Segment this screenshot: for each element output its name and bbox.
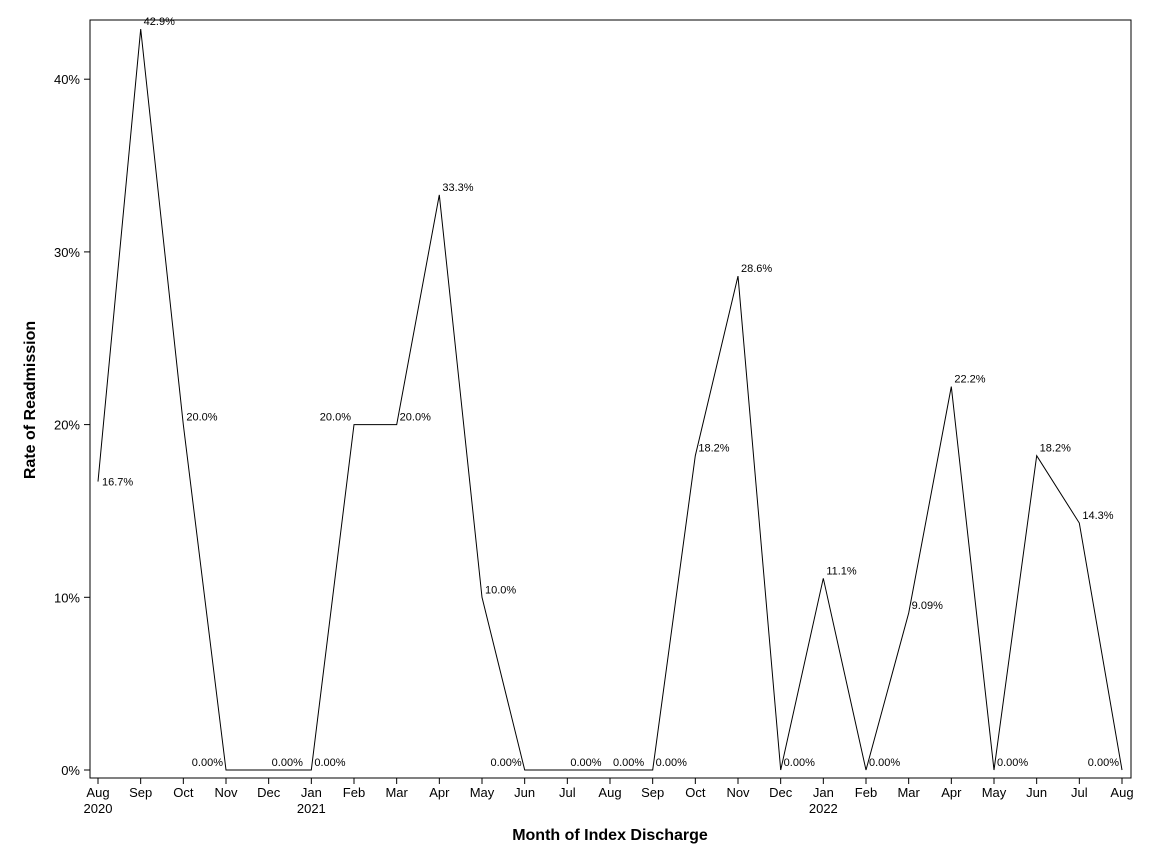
data-label: 42.9%: [144, 16, 175, 28]
data-label: 22.2%: [954, 374, 985, 386]
data-label: 20.0%: [400, 412, 431, 424]
data-label: 33.3%: [442, 182, 473, 194]
data-label: 0.00%: [656, 757, 687, 769]
x-axis-title: Month of Index Discharge: [512, 827, 708, 844]
x-tick-label: Jun: [1026, 785, 1047, 800]
x-tick-label: Jun: [514, 785, 535, 800]
x-tick-year-label: 2021: [297, 801, 326, 816]
x-tick-label: Apr: [429, 785, 450, 800]
data-label: 11.1%: [826, 565, 857, 577]
data-label: 0.00%: [997, 757, 1028, 769]
x-tick-year-label: 2020: [84, 801, 113, 816]
data-label: 0.00%: [1088, 757, 1119, 769]
x-tick-label: Dec: [769, 785, 793, 800]
x-tick-label: Sep: [129, 785, 152, 800]
x-tick-label: Nov: [214, 785, 238, 800]
x-tick-label: Feb: [343, 785, 365, 800]
data-label: 10.0%: [485, 584, 516, 596]
data-label: 20.0%: [186, 412, 217, 424]
y-tick-label: 0%: [61, 763, 80, 778]
readmission-rate-line: [97, 29, 1123, 771]
data-label: 14.3%: [1082, 510, 1113, 522]
x-tick-label: May: [982, 785, 1007, 800]
data-label: 0.00%: [490, 757, 521, 769]
data-label: 0.00%: [192, 757, 223, 769]
x-tick-label: Jan: [813, 785, 834, 800]
data-label: 0.00%: [869, 757, 900, 769]
x-tick-label: May: [470, 785, 495, 800]
x-tick-year-label: 2022: [809, 801, 838, 816]
data-label: 0.00%: [272, 757, 303, 769]
y-axis-title: Rate of Readmission: [22, 321, 39, 479]
x-tick-label: Aug: [598, 785, 621, 800]
data-label: 9.09%: [912, 600, 943, 612]
y-tick-label: 30%: [54, 245, 80, 260]
x-tick-label: Mar: [897, 785, 920, 800]
data-labels: 16.7% 42.9% 20.0% 0.00% 0.00% 0.00% 20.0% 20.0%…: [102, 16, 1119, 769]
y-tick-label: 40%: [54, 72, 80, 87]
plot-frame: [89, 19, 1132, 779]
x-tick-label: Jul: [559, 785, 576, 800]
x-tick-label: Apr: [941, 785, 962, 800]
data-label: 0.00%: [613, 757, 644, 769]
y-axis: 0% 10% 20% 30% 40%: [54, 72, 90, 778]
x-tick-label: Dec: [257, 785, 281, 800]
data-label: 28.6%: [741, 263, 772, 275]
x-tick-label: Aug: [86, 785, 109, 800]
data-label: 20.0%: [320, 412, 351, 424]
x-tick-label: Oct: [685, 785, 706, 800]
data-label: 0.00%: [314, 757, 345, 769]
x-tick-label: Aug: [1110, 785, 1133, 800]
x-tick-label: Jul: [1071, 785, 1088, 800]
x-tick-label: Nov: [726, 785, 750, 800]
data-label: 18.2%: [698, 443, 729, 455]
x-tick-label: Sep: [641, 785, 664, 800]
data-label: 0.00%: [784, 757, 815, 769]
x-tick-label: Feb: [855, 785, 877, 800]
x-tick-label: Oct: [173, 785, 194, 800]
y-tick-label: 10%: [54, 590, 80, 605]
y-tick-label: 20%: [54, 418, 80, 433]
data-label: 16.7%: [102, 477, 133, 489]
x-tick-label: Mar: [385, 785, 408, 800]
x-tick-label: Jan: [301, 785, 322, 800]
data-label: 18.2%: [1040, 443, 1071, 455]
data-label: 0.00%: [570, 757, 601, 769]
